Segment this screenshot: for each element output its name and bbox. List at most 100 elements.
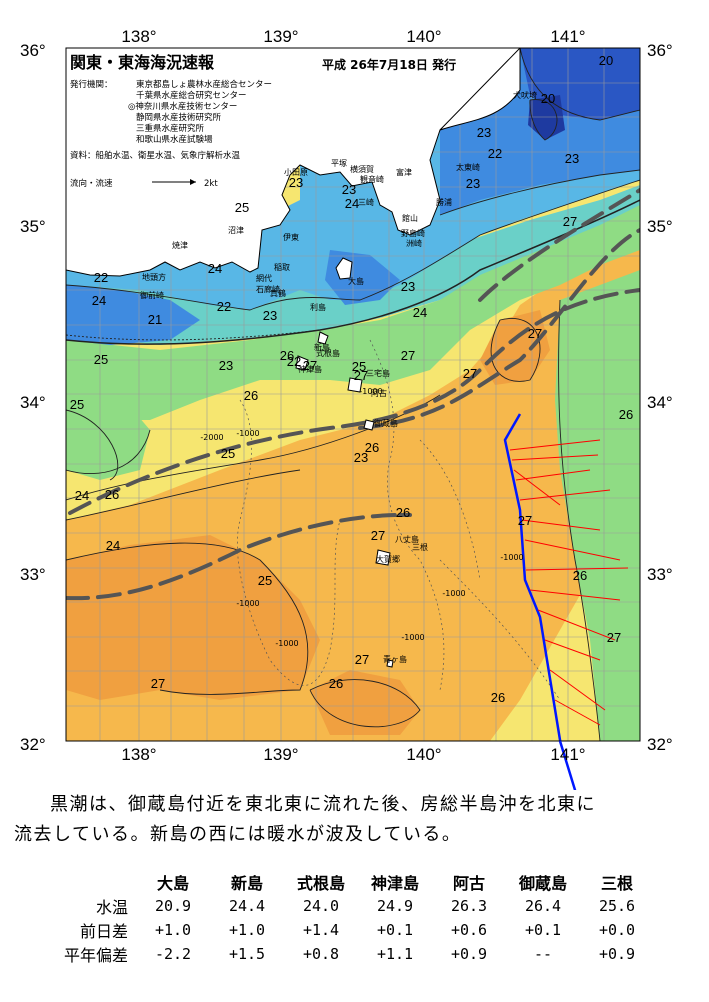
- place-name: 伊東: [283, 232, 299, 242]
- land: [66, 48, 521, 668]
- table-row: 平年偏差 -2.2 +1.5 +0.8 +1.1 +0.9 -- +0.9: [26, 942, 654, 966]
- isotherm-label: 23: [565, 151, 579, 166]
- sst-25-area: [66, 200, 640, 420]
- sst-28-area: [480, 310, 550, 385]
- isotherm-label: 27: [371, 528, 385, 543]
- place-name: 平塚: [331, 159, 347, 168]
- island-name: 三宅島: [366, 368, 390, 378]
- summary-line-2: 流去している。新島の西には暖水が波及している。: [14, 824, 462, 845]
- depth-label: -1000: [442, 589, 465, 598]
- cell: +1.4: [302, 921, 340, 939]
- isotherm-label: 27: [303, 358, 317, 373]
- place-name: 野島崎: [401, 228, 425, 238]
- flow-legend-value: 2kt: [204, 179, 218, 189]
- summary-text: 黒潮は、御蔵島付近を東北東に流れた後、房総半島沖を北東に 流去している。新島の西…: [14, 790, 694, 850]
- site-name: 大島: [156, 874, 189, 893]
- sea-surface-temperature-map: 138° 139° 140° 141° 138° 139° 140° 141° …: [20, 27, 673, 790]
- cell: +1.5: [228, 945, 266, 963]
- isotherm-label: 27: [401, 348, 415, 363]
- cell: +0.6: [450, 921, 488, 939]
- isotherm-label: 26: [280, 348, 294, 363]
- lat-tick: 35°: [647, 217, 673, 236]
- lon-tick: 138°: [121, 27, 156, 46]
- island-name: 大賀郷: [376, 554, 400, 564]
- cell: 20.9: [154, 897, 192, 915]
- observation-table: 大島 新島 式根島 神津島 阿古 御蔵島 三根 水温 20.9 24.4 24.…: [26, 870, 654, 966]
- place-name: 太東崎: [456, 162, 480, 172]
- depth-contours: [237, 339, 561, 701]
- isotherm-label: 22: [94, 270, 108, 285]
- place-name: 沼津: [228, 225, 244, 235]
- issuer: 東京都島しょ農林水産総合センター: [136, 79, 272, 90]
- cell: +0.1: [524, 921, 562, 939]
- site-name: 阿古: [452, 874, 485, 893]
- site-name: 御蔵島: [518, 874, 567, 893]
- isotherm-label: 21: [148, 312, 162, 327]
- cell: +1.0: [228, 921, 266, 939]
- depth-label: -2000: [200, 433, 223, 442]
- lon-tick: 141°: [550, 745, 585, 764]
- depth-label: -1000: [359, 387, 382, 396]
- island-name: 御蔵島: [374, 418, 398, 428]
- lon-tick: 141°: [550, 27, 585, 46]
- island-name: 阿古: [371, 388, 387, 398]
- place-name: 地頭方: [142, 272, 166, 282]
- isotherm-label: 27: [463, 366, 477, 381]
- isotherm-label: 23: [477, 125, 491, 140]
- lon-tick: 139°: [263, 27, 298, 46]
- isotherm-label: 25: [258, 573, 272, 588]
- place-name: 観音崎: [360, 174, 384, 184]
- cell: 26.4: [524, 897, 562, 915]
- cell: 24.9: [376, 897, 414, 915]
- cell: +0.9: [598, 945, 636, 963]
- place-name: 勝浦: [436, 197, 452, 207]
- isotherm-label: 27: [607, 630, 621, 645]
- isotherm-label: 27: [518, 513, 532, 528]
- cell: --: [533, 945, 553, 963]
- isotherm-label: 20: [541, 91, 555, 106]
- island-name: 八丈島: [395, 534, 419, 544]
- depth-label: -1000: [401, 633, 424, 642]
- isotherm-label: 27: [528, 326, 542, 341]
- cell: -2.2: [154, 945, 192, 963]
- place-name: 富津: [396, 167, 412, 177]
- isotherm-label: 24: [208, 261, 222, 276]
- lon-ticks-bottom: 138° 139° 140° 141°: [121, 745, 585, 764]
- isotherm-label: 27: [151, 676, 165, 691]
- issuer: 和歌山県水産試験場: [136, 134, 213, 145]
- sst-22-area: [66, 285, 200, 345]
- place-name: 三崎: [358, 197, 374, 207]
- place-name: 網代: [256, 273, 272, 283]
- isotherm-label: 25: [352, 359, 366, 374]
- isotherm-label: 27: [355, 652, 369, 667]
- place-name: 洲崎: [406, 238, 422, 248]
- island-name: 大島: [348, 276, 364, 286]
- isotherm-label: 24: [413, 305, 427, 320]
- current-vectors: [509, 439, 629, 726]
- place-name: 横須賀: [350, 164, 374, 174]
- isotherm-label: 27: [354, 368, 368, 383]
- flow-legend-label: 流向・流速: [70, 178, 113, 189]
- data-sources: 資料：船舶水温、衛星水温、気象庁解析水温: [70, 150, 241, 161]
- site-name: 神津島: [370, 874, 419, 893]
- isotherm-label: 26: [491, 690, 505, 705]
- issue-date: 平成 26年7月18日 発行: [322, 57, 456, 72]
- lon-tick: 139°: [263, 745, 298, 764]
- isotherm-label: 26: [365, 440, 379, 455]
- lat-tick: 36°: [647, 41, 673, 60]
- issuer: 三重県水産研究所: [136, 123, 205, 134]
- cell: 26.3: [450, 897, 488, 915]
- cell: +0.1: [376, 921, 414, 939]
- cell: +0.0: [598, 921, 636, 939]
- lat-tick: 35°: [20, 217, 46, 236]
- map-frame: [65, 47, 641, 742]
- isotherm-label: 20: [599, 53, 613, 68]
- island-name: 利島: [310, 302, 326, 312]
- cell: +0.9: [450, 945, 488, 963]
- isotherm-label: 26: [396, 505, 410, 520]
- issuer: ◎神奈川県水産技術センター: [128, 101, 237, 112]
- map-title: 関東・東海海況速報: [70, 53, 215, 72]
- depth-label: -1000: [275, 639, 298, 648]
- depth-label: -1000: [236, 599, 259, 608]
- place-name: 小田原: [284, 168, 308, 177]
